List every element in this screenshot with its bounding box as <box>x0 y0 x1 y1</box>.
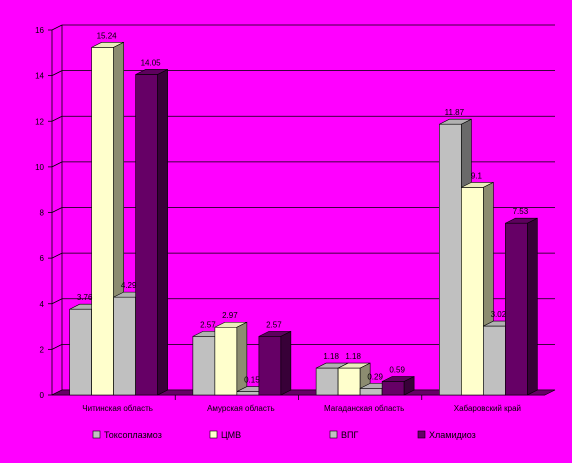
bar-side <box>527 217 538 396</box>
legend-swatch <box>329 430 338 439</box>
bar-front <box>483 325 506 396</box>
legend-swatch <box>92 430 101 439</box>
category-label: Магаданская область <box>324 404 404 413</box>
legend-label: ВПГ <box>341 430 358 440</box>
legend: Токсоплазмоз ЦМВ ВПГ Хламидиоз <box>92 430 476 440</box>
y-tick-label: 2 <box>40 345 45 354</box>
legend-label: Токсоплазмоз <box>104 430 162 440</box>
data-label: 0.15 <box>244 376 260 385</box>
data-label: 11.87 <box>445 108 465 117</box>
bar-front <box>461 187 484 396</box>
bar-front <box>236 391 260 396</box>
gridline-side <box>51 252 63 259</box>
data-label: 0.29 <box>367 372 383 381</box>
data-label: 0.59 <box>389 366 405 375</box>
gridline-side <box>51 161 63 168</box>
data-label: 7.53 <box>513 207 529 216</box>
y-axis: 0 2 4 6 8 10 12 14 16 <box>35 26 52 400</box>
data-label: 3.02 <box>491 310 507 319</box>
data-label: 4.29 <box>121 281 137 290</box>
data-label: 2.57 <box>266 320 282 329</box>
y-tick-label: 14 <box>35 72 44 81</box>
bar-front <box>315 367 339 396</box>
gridline-side <box>51 344 63 350</box>
data-label: 2.97 <box>222 311 238 320</box>
gridline-side <box>51 24 63 31</box>
bars <box>69 41 538 396</box>
y-tick-label: 4 <box>40 300 45 309</box>
legend-swatch <box>417 430 426 439</box>
bar-side <box>280 330 292 396</box>
bar-front <box>91 47 114 396</box>
data-labels: 3.76 15.24 4.29 14.05 2.57 2.97 0.15 2.57 1.18 1.… <box>77 31 529 384</box>
bar-side <box>157 68 168 396</box>
y-tick-label: 6 <box>40 254 45 263</box>
category-label: Амурская область <box>207 404 275 413</box>
y-tick-label: 0 <box>40 391 45 400</box>
category-label: Читинская область <box>82 404 153 413</box>
y-tick-label: 12 <box>35 117 44 126</box>
bar-front <box>135 74 158 396</box>
y-tick-label: 8 <box>40 209 45 218</box>
bar-side <box>403 376 415 396</box>
gridline-side <box>51 115 63 122</box>
legend-label: ЦМВ <box>221 430 241 440</box>
gridline-side <box>51 207 63 213</box>
bar-front <box>113 296 136 396</box>
data-label: 3.76 <box>77 293 93 302</box>
bar-front <box>192 336 216 396</box>
category-label: Хабаровский край <box>454 404 521 413</box>
data-label: 9.1 <box>471 171 483 180</box>
bar-front <box>337 367 361 396</box>
gridline-side <box>51 70 63 76</box>
data-label: 1.18 <box>345 352 361 361</box>
y-tick-label: 10 <box>35 163 44 172</box>
bar-front <box>258 336 282 396</box>
y-tick-label: 16 <box>35 26 44 35</box>
bar-front <box>359 388 383 396</box>
data-label: 15.24 <box>97 31 118 40</box>
data-label: 1.18 <box>323 352 339 361</box>
legend-label: Хламидиоз <box>429 430 476 440</box>
data-label: 2.57 <box>200 320 216 329</box>
x-axis: Читинская область Амурская область Магадан… <box>82 395 521 413</box>
gridline-side <box>51 298 63 305</box>
bar-front <box>214 326 238 396</box>
bar-front <box>381 381 405 396</box>
bar-front <box>505 222 528 396</box>
bar-front <box>69 308 92 396</box>
bar-front <box>439 123 462 396</box>
legend-swatch <box>209 430 218 439</box>
data-label: 14.05 <box>141 58 162 67</box>
